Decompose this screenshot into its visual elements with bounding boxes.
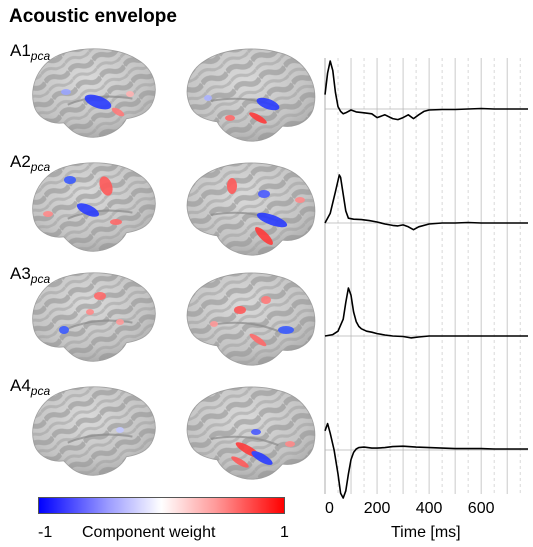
brain-row-3 [31, 271, 316, 367]
row-label-a2: A2pca [10, 152, 50, 174]
colorbar-title: Component weight [82, 524, 216, 541]
colorbar [38, 497, 285, 514]
plot-baselines [325, 108, 528, 451]
brain-row-1 [31, 47, 316, 143]
plot-series [324, 60, 528, 499]
row-label-main: A1 [10, 41, 31, 60]
row-label-main: A2 [10, 152, 31, 171]
figure-title: Acoustic envelope [9, 6, 177, 27]
row-label-a3: A3pca [10, 264, 50, 286]
plot-x-ticks: 0 200 400 600 [325, 500, 495, 517]
brain-row-4 [31, 385, 316, 481]
x-tick-label: 0 [325, 500, 334, 517]
row-label-main: A4 [10, 376, 31, 395]
row-label-a4: A4pca [10, 376, 50, 398]
brain-row-2 [31, 161, 316, 257]
x-tick-label: 600 [468, 500, 495, 517]
x-tick-label: 400 [416, 500, 443, 517]
series-line-4 [324, 422, 528, 499]
series-line-3 [324, 287, 528, 339]
row-label-sub: pca [30, 160, 51, 174]
row-label-a1: A1pca [10, 41, 50, 63]
series-line-2 [324, 174, 528, 231]
colorbar-max-label: 1 [280, 524, 289, 541]
x-axis-label: Time [ms] [391, 524, 461, 541]
series-line-1 [324, 60, 528, 121]
x-tick-label: 200 [364, 500, 391, 517]
row-label-sub: pca [30, 272, 51, 286]
colorbar-min-label: -1 [38, 524, 53, 541]
row-label-sub: pca [30, 384, 51, 398]
row-label-main: A3 [10, 264, 31, 283]
row-label-sub: pca [30, 49, 51, 63]
plot-grid [324, 58, 521, 494]
